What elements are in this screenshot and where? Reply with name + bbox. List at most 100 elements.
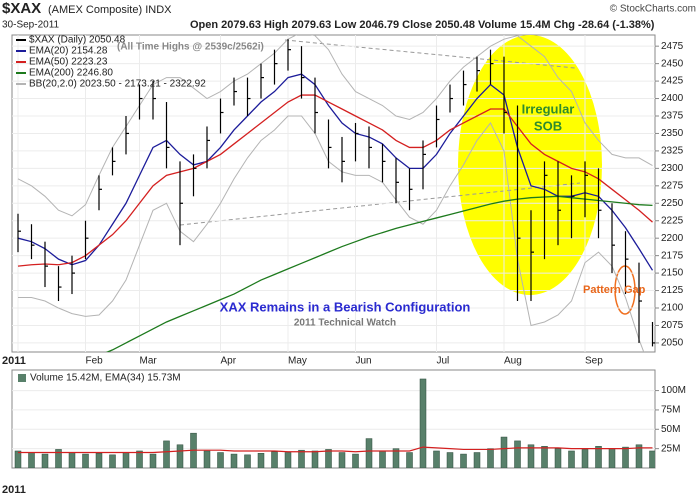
volume-bar <box>622 446 629 468</box>
symbol-name: (AMEX Composite) INDX <box>48 4 172 16</box>
y-tick-label: 2275 <box>661 180 684 191</box>
volume-bar <box>392 448 400 468</box>
volume-bar <box>365 438 373 468</box>
annotation: Pattern Gap <box>583 284 646 296</box>
x-tick-label: Jul <box>437 356 450 367</box>
x-tick-label: Mar <box>140 356 158 367</box>
y-tick-label: 2250 <box>661 198 684 209</box>
volume-bar <box>230 453 238 468</box>
x-tick-label: Jun <box>356 356 372 367</box>
legend-label: EMA(200) 2246.80 <box>29 68 113 79</box>
highlight-ellipse <box>458 35 602 295</box>
y-tick-label: 100M <box>661 385 686 396</box>
y-tick-label: 2475 <box>661 41 684 52</box>
y-tick-label: 2350 <box>661 128 684 139</box>
volume-bar <box>109 454 116 468</box>
volume-bar <box>514 440 521 468</box>
volume-bar <box>487 448 494 468</box>
y-tick-label: 2075 <box>661 320 684 331</box>
volume-swatch <box>18 374 26 382</box>
bb-lower <box>18 115 645 352</box>
legend-label: BB(20,2.0) 2023.50 - 2173.21 - 2322.92 <box>29 79 206 90</box>
volume-bar <box>379 450 386 468</box>
volume-bar <box>271 451 278 468</box>
volume-bar <box>136 450 143 468</box>
volume-bar <box>527 444 535 468</box>
volume-bar <box>608 448 616 468</box>
volume-bar <box>28 452 35 468</box>
volume-bar <box>298 449 305 468</box>
volume-ema <box>18 446 653 454</box>
volume-bar <box>149 453 157 468</box>
volume-bar <box>446 452 454 468</box>
bb-upper <box>17 35 653 217</box>
annotation: Irregular <box>522 101 575 116</box>
annotation: XAX Remains in a Bearish Configuration <box>220 299 471 314</box>
date: 30-Sep-2011 <box>2 20 60 31</box>
volume-bar <box>325 449 332 468</box>
y-tick-label: 2450 <box>661 58 684 69</box>
volume-bar <box>257 453 265 468</box>
y-tick-label: 2125 <box>661 285 684 296</box>
x-tick-label: Feb <box>86 356 104 367</box>
volume-bar <box>352 453 359 468</box>
y-tick-label: 2325 <box>661 146 684 157</box>
volume-title: Volume 15.42M, EMA(34) 15.73M <box>30 373 181 384</box>
volume-bar <box>649 450 655 468</box>
volume-bar <box>419 378 427 468</box>
y-tick-label: 2375 <box>661 111 684 122</box>
volume-bar <box>338 452 346 468</box>
volume-bar <box>568 450 575 468</box>
volume-bar <box>122 452 130 468</box>
legend-label: EMA(50) 2223.23 <box>29 57 108 68</box>
volume-bar <box>244 454 251 468</box>
y-tick-label: 2150 <box>661 268 684 279</box>
volume-bar <box>163 440 170 468</box>
volume-bar <box>68 452 76 468</box>
annotation: 2011 Technical Watch <box>294 318 396 329</box>
volume-bar <box>311 450 319 468</box>
ema-line <box>17 73 654 271</box>
volume-bar <box>554 448 562 468</box>
volume-bar <box>473 452 481 468</box>
volume-bar <box>433 450 440 468</box>
legend-label: $XAX (Daily) 2050.48 <box>29 35 126 46</box>
x-tick-label: 2011 <box>2 484 26 496</box>
x-tick-label: 2011 <box>2 355 26 367</box>
legend-label: EMA(20) 2154.28 <box>29 46 108 57</box>
volume-bar <box>55 449 62 468</box>
volume-bar <box>217 452 224 468</box>
y-tick-label: 2050 <box>661 338 684 349</box>
volume-bar <box>203 450 211 468</box>
credit: © StockCharts.com <box>610 4 696 15</box>
volume-bar <box>14 450 22 468</box>
y-tick-label: 2200 <box>661 233 684 244</box>
volume-bar <box>176 444 184 468</box>
y-tick-label: 2400 <box>661 93 684 104</box>
volume-bar <box>541 446 548 468</box>
volume-bar <box>41 453 49 468</box>
quote: Open 2079.63 High 2079.63 Low 2046.79 Cl… <box>190 19 655 31</box>
y-tick-label: 2425 <box>661 76 684 87</box>
y-tick-label: 2225 <box>661 215 684 226</box>
volume-bar <box>95 453 103 468</box>
volume-bar <box>581 449 589 468</box>
y-tick-label: 2175 <box>661 250 684 261</box>
volume-bar <box>635 444 643 468</box>
volume-bar <box>595 446 602 468</box>
volume-panel <box>11 369 656 469</box>
x-tick-label: Apr <box>221 356 237 367</box>
annotation: SOB <box>534 118 562 133</box>
volume-bar <box>284 452 292 468</box>
y-tick-label: 25M <box>661 443 680 454</box>
volume-bar <box>82 453 89 468</box>
ema-line <box>105 195 653 352</box>
x-tick-label: Sep <box>585 356 603 367</box>
y-tick-label: 2300 <box>661 163 684 174</box>
volume-bar <box>406 452 413 468</box>
annotation: (All Time Highs @ 2539c/2562i) <box>117 42 264 53</box>
x-tick-label: May <box>288 356 307 367</box>
y-tick-label: 2100 <box>661 303 684 314</box>
y-tick-label: 50M <box>661 424 680 435</box>
